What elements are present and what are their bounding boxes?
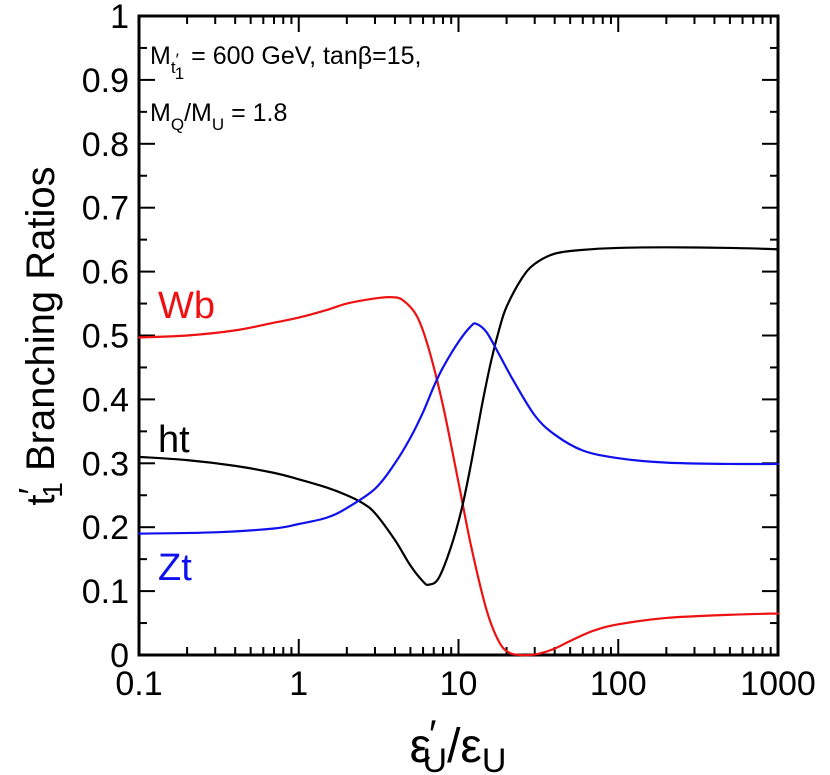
x-tick-label: 1: [289, 665, 308, 703]
annotation-mq: M: [150, 99, 171, 127]
axis-ticks: [138, 15, 779, 656]
y-tick-label: 0.6: [82, 254, 129, 292]
x-title-sub1: U: [423, 742, 448, 775]
y-title-sub: 1: [37, 482, 68, 498]
y-title-t: t: [19, 494, 63, 505]
y-tick-label: 0.4: [82, 381, 129, 419]
y-tick-label: 0.8: [82, 126, 129, 164]
y-tick-label: 0.1: [82, 573, 129, 611]
annotation-m: M: [150, 42, 171, 70]
y-title-rest: Branching Ratios: [19, 166, 63, 482]
y-tick-label: 0.5: [82, 318, 129, 356]
series-lines: [137, 246, 780, 657]
annotation-sub-t: t: [171, 58, 176, 77]
y-tick-label: 0: [110, 637, 129, 675]
annotation-sub-1: 1: [175, 64, 184, 83]
annotation-sub-u: U: [212, 115, 224, 134]
series-line-wb: [137, 295, 780, 657]
x-tick-label: 10: [440, 665, 478, 703]
series-line-ht: [137, 246, 780, 586]
y-title-prime: ′: [11, 487, 52, 494]
label-ht: ht: [158, 419, 190, 461]
annotation-slash-m: /M: [184, 99, 212, 127]
y-tick-label: 0.9: [82, 62, 129, 100]
x-title-eps1: ε: [410, 720, 431, 773]
x-tick-label: 100: [590, 665, 647, 703]
annotation-rest-2: = 1.8: [224, 99, 287, 127]
label-zt: Zt: [158, 547, 192, 589]
y-tick-label: 0.7: [82, 190, 129, 228]
axis-tick-labels: 0.1 1 10 100 100000.10.20.30.40.50.60.70.80.…: [82, 0, 816, 703]
annotation-line-2: MQ/MU = 1.8: [150, 99, 287, 134]
annotation-sub-prime: ′: [176, 50, 179, 69]
annotation-line-1: Mt′ 1 = 600 GeV, tanβ=15,: [150, 42, 421, 83]
x-tick-label: 1000: [740, 665, 816, 703]
x-title-sub2: U: [482, 742, 507, 775]
annotation-rest-1: = 600 GeV, tanβ=15,: [184, 42, 421, 70]
y-tick-label: 0.2: [82, 509, 129, 547]
y-axis-title: t′1 Branching Ratios: [11, 166, 68, 505]
y-tick-label: 1: [110, 0, 129, 36]
x-title-slash: /: [447, 720, 461, 773]
series-line-zt: [137, 322, 780, 535]
label-wb: Wb: [158, 285, 215, 327]
x-axis-title: ε′ U/εU: [410, 713, 507, 775]
y-tick-label: 0.3: [82, 445, 129, 483]
x-tick-label: 0.1: [115, 665, 162, 703]
x-title-eps2: ε: [460, 720, 481, 773]
y-axis-title-group: t′1 Branching Ratios: [11, 166, 68, 505]
annotation-sub-q: Q: [171, 115, 184, 134]
x-title-prime: ′: [429, 713, 437, 757]
